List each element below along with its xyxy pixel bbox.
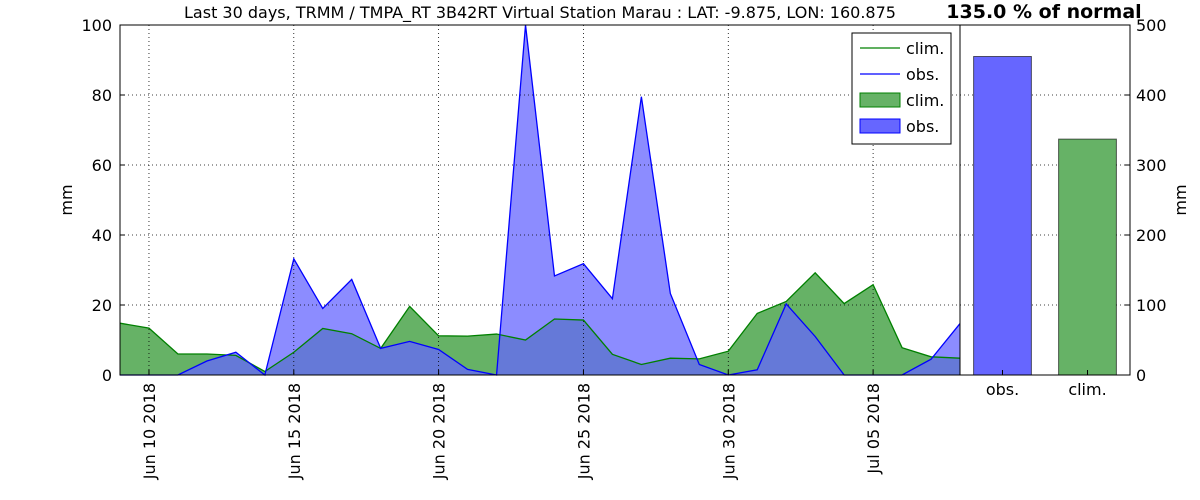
x-tick-label: Jul 05 2018 [864, 383, 883, 475]
y-tick-label: 20 [92, 296, 112, 315]
bar-clim [1058, 138, 1117, 376]
x-tick-label: Jun 30 2018 [719, 383, 738, 480]
percent-of-normal-title: 135.0 % of normal [946, 1, 1141, 23]
area-fills [120, 25, 960, 375]
main-area-chart: 0 20 40 60 80 100 Jun 10 2018 Jun 15 2018 Jun 2… [57, 16, 961, 480]
main-gridlines [120, 25, 960, 375]
bar-category-label: clim. [1068, 380, 1106, 399]
bar-category-label: obs. [986, 380, 1019, 399]
bar-y-tick-label: 100 [1136, 296, 1167, 315]
y-tick-label: 0 [102, 366, 112, 385]
y-tick-label: 100 [81, 16, 112, 35]
bar-y-axis: 0 100 200 300 400 500 [1125, 16, 1167, 385]
legend-label: clim. [906, 91, 944, 110]
series-line-clim [119, 271, 961, 373]
bar-marks [973, 56, 1117, 376]
area-fill-obs [120, 25, 960, 375]
series-lines [119, 24, 961, 377]
x-tick-label: Jun 20 2018 [430, 383, 449, 480]
percent-bar-chart: 0 100 200 300 400 500 obs. clim. mm [959, 16, 1190, 399]
x-tick-label: Jun 15 2018 [285, 383, 304, 480]
legend-label: obs. [906, 65, 939, 84]
legend-label: clim. [906, 39, 944, 58]
bar-y-axis-label: mm [1171, 184, 1190, 215]
legend-label: obs. [906, 117, 939, 136]
main-y-axis-label: mm [57, 184, 76, 215]
main-chart-title: Last 30 days, TRMM / TMPA_RT 3B42RT Virt… [184, 3, 896, 23]
legend-patch-swatch [859, 92, 901, 108]
legend-patch-swatch [859, 118, 901, 134]
bar-y-tick-label: 500 [1136, 16, 1167, 35]
bar-x-axis: obs. clim. [986, 370, 1107, 399]
x-tick-label: Jun 25 2018 [574, 383, 593, 480]
bar-plot-frame [959, 24, 1131, 376]
legend: clim. obs. clim. obs. [851, 32, 952, 145]
main-y-axis: 0 20 40 60 80 100 [81, 16, 125, 385]
bar-obs [973, 56, 1032, 376]
bar-y-tick-label: 400 [1136, 86, 1167, 105]
y-tick-label: 60 [92, 156, 112, 175]
x-tick-label: Jun 10 2018 [140, 383, 159, 480]
bar-y-tick-label: 200 [1136, 226, 1167, 245]
y-tick-label: 40 [92, 226, 112, 245]
y-tick-label: 80 [92, 86, 112, 105]
main-x-axis: Jun 10 2018 Jun 15 2018 Jun 20 2018 Jun 25 … [140, 370, 883, 480]
bar-y-tick-label: 300 [1136, 156, 1167, 175]
series-line-obs [120, 24, 961, 377]
bar-y-tick-label: 0 [1136, 366, 1146, 385]
